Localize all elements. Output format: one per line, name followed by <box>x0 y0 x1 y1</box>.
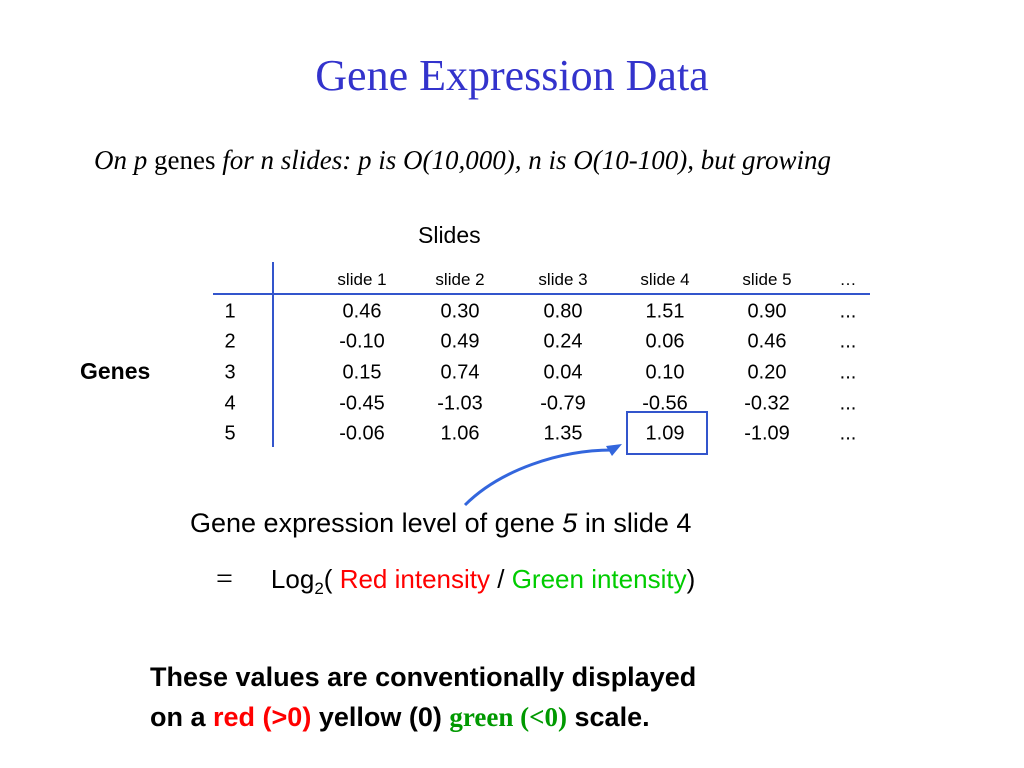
row-label: 1 <box>224 300 236 323</box>
caption-text: 5 <box>562 508 578 538</box>
formula-text: ) <box>686 564 696 594</box>
column-header: … <box>839 270 857 289</box>
arrow-head <box>606 444 622 456</box>
formula-text: Green intensity <box>511 564 687 594</box>
formula-text: Red intensity <box>339 564 490 594</box>
formula-text: / <box>497 564 505 594</box>
table-cell: -0.32 <box>744 392 790 415</box>
table-cell: -0.79 <box>540 392 586 415</box>
table-cell: ... <box>839 422 857 445</box>
formula-text: Log <box>270 564 315 594</box>
table-cell: 1.51 <box>645 300 685 323</box>
column-header: slide 5 <box>742 270 792 289</box>
table-cell: -1.09 <box>744 422 790 445</box>
note-text: red (>0) <box>213 702 312 732</box>
column-header: slide 2 <box>435 270 485 289</box>
table-cell: ... <box>839 392 857 415</box>
column-header: slide 1 <box>337 270 387 289</box>
column-header: slide 3 <box>538 270 588 289</box>
caption-text: Gene expression level of gene <box>190 508 555 538</box>
table-cell: 0.74 <box>440 361 480 384</box>
note-text: These values are conventionally displaye… <box>150 662 697 692</box>
column-header: slide 4 <box>640 270 690 289</box>
table-cell: 1.06 <box>440 422 480 445</box>
table-cell: 0.30 <box>440 300 480 323</box>
table-cell: 0.20 <box>747 361 787 384</box>
note-text: green (<0) <box>449 702 567 732</box>
table-cell: -0.56 <box>642 392 688 415</box>
table-cell: 0.06 <box>645 330 685 353</box>
table-cell: -0.06 <box>339 422 385 445</box>
table-cell: 0.10 <box>645 361 685 384</box>
caption: Gene expression level of gene 5 in slide… <box>190 508 691 539</box>
table-cell: ... <box>839 300 857 323</box>
table-cell: 0.90 <box>747 300 787 323</box>
highlight-box <box>626 411 708 455</box>
table-cell: 0.04 <box>543 361 583 384</box>
table-cell: 0.24 <box>543 330 583 353</box>
formula-text: ( <box>323 564 333 594</box>
column-group-label: Slides <box>418 222 481 248</box>
table-cell: ... <box>839 330 857 353</box>
intro-text: On p <box>94 145 148 175</box>
table-cell: 1.35 <box>543 422 583 445</box>
row-label: 2 <box>224 330 236 353</box>
table-cell: -0.10 <box>339 330 385 353</box>
formula: = Log2( Red intensity / Green intensity) <box>216 562 695 599</box>
formula-text: 2 <box>314 579 324 599</box>
row-group-label: Genes <box>80 358 151 384</box>
table-cell: 0.80 <box>543 300 583 323</box>
table-cell: 0.15 <box>342 361 382 384</box>
table-cell: ... <box>839 361 857 384</box>
note-text: scale. <box>574 702 650 732</box>
table-cell: 0.46 <box>342 300 382 323</box>
caption-text: in slide 4 <box>584 508 692 538</box>
table-cell: 0.46 <box>747 330 787 353</box>
title: Gene Expression Data <box>315 51 709 100</box>
arrow <box>463 448 613 507</box>
table-cell: 1.09 <box>645 422 685 445</box>
intro-text: for n slides: p is O(10,000), n is O(10-… <box>222 145 831 175</box>
note-text: yellow (0) <box>318 702 442 732</box>
row-label: 3 <box>224 361 236 384</box>
formula-text: = <box>216 562 233 595</box>
row-label: 5 <box>224 422 236 445</box>
table-cell: -0.45 <box>339 392 385 415</box>
table-cell: 0.49 <box>440 330 480 353</box>
table-cell: -1.03 <box>437 392 483 415</box>
intro-text: genes <box>154 145 216 175</box>
note-text: on a <box>150 702 206 732</box>
note: These values are conventionally displaye… <box>150 657 696 737</box>
intro: On p genes for n slides: p is O(10,000),… <box>94 143 988 177</box>
row-label: 4 <box>224 392 236 415</box>
